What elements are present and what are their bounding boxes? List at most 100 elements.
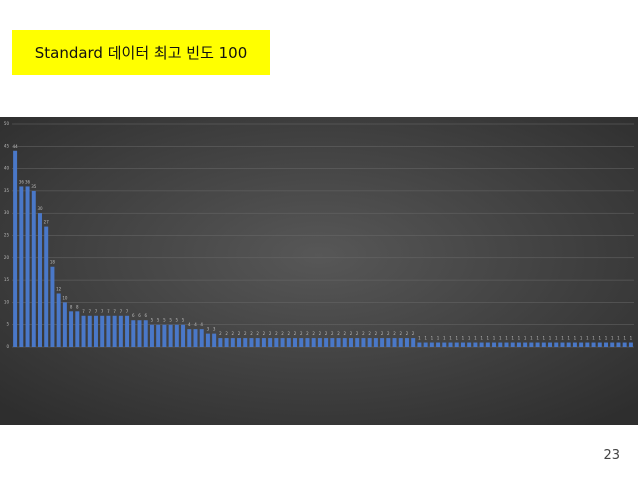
bar xyxy=(604,342,609,347)
data-label: 36 xyxy=(25,179,31,184)
data-label: 2 xyxy=(393,331,396,336)
data-label: 2 xyxy=(343,331,346,336)
data-label: 2 xyxy=(337,331,340,336)
data-label: 7 xyxy=(88,309,91,314)
data-label: 5 xyxy=(163,318,166,323)
bar xyxy=(137,320,142,347)
bar xyxy=(31,190,36,347)
data-label: 2 xyxy=(362,331,365,336)
bar xyxy=(579,342,584,347)
bar xyxy=(324,338,329,347)
data-label: 3 xyxy=(213,327,216,332)
data-label: 2 xyxy=(306,331,309,336)
data-label: 2 xyxy=(244,331,247,336)
bar xyxy=(479,342,484,347)
data-label: 4 xyxy=(200,322,203,327)
data-label: 2 xyxy=(319,331,322,336)
data-label: 1 xyxy=(543,336,546,341)
bar xyxy=(181,324,186,347)
data-label: 1 xyxy=(518,336,521,341)
data-label: 2 xyxy=(225,331,228,336)
bar xyxy=(50,266,55,347)
bar xyxy=(560,342,565,347)
data-label: 1 xyxy=(586,336,589,341)
data-label: 2 xyxy=(406,331,409,336)
bar xyxy=(454,342,459,347)
data-label: 2 xyxy=(375,331,378,336)
data-label: 2 xyxy=(238,331,241,336)
bar xyxy=(162,324,167,347)
data-label: 7 xyxy=(101,309,104,314)
bar xyxy=(467,342,472,347)
data-label: 4 xyxy=(188,322,191,327)
bar xyxy=(286,338,291,347)
data-label: 5 xyxy=(169,318,172,323)
bar xyxy=(168,324,173,347)
y-tick-label: 35 xyxy=(4,188,10,193)
bar xyxy=(19,186,24,347)
data-label: 2 xyxy=(368,331,371,336)
data-label: 2 xyxy=(256,331,259,336)
bar xyxy=(516,342,521,347)
data-label: 2 xyxy=(399,331,402,336)
bar xyxy=(62,302,67,347)
bar xyxy=(492,342,497,347)
data-label: 2 xyxy=(288,331,291,336)
plot-background xyxy=(0,117,638,425)
bar xyxy=(106,315,111,347)
data-label: 2 xyxy=(350,331,353,336)
bar xyxy=(417,342,422,347)
bar xyxy=(93,315,98,347)
bar xyxy=(131,320,136,347)
bar xyxy=(541,342,546,347)
bar xyxy=(622,342,627,347)
data-label: 10 xyxy=(62,295,68,300)
data-label: 35 xyxy=(31,184,37,189)
slide-title: Standard 데이터 최고 빈도 100 xyxy=(12,30,270,75)
bar xyxy=(510,342,515,347)
data-label: 1 xyxy=(574,336,577,341)
data-label: 2 xyxy=(219,331,222,336)
data-label: 1 xyxy=(511,336,514,341)
bar xyxy=(81,315,86,347)
bar xyxy=(436,342,441,347)
bar xyxy=(380,338,385,347)
y-tick-label: 15 xyxy=(4,277,10,282)
data-label: 1 xyxy=(455,336,458,341)
data-label: 4 xyxy=(194,322,197,327)
data-label: 1 xyxy=(418,336,421,341)
y-tick-label: 5 xyxy=(6,322,9,327)
data-label: 1 xyxy=(474,336,477,341)
bar xyxy=(423,342,428,347)
data-label: 1 xyxy=(561,336,564,341)
bar xyxy=(174,324,179,347)
data-label: 1 xyxy=(462,336,465,341)
data-label: 6 xyxy=(132,313,135,318)
data-label: 1 xyxy=(555,336,558,341)
data-label: 36 xyxy=(19,179,25,184)
data-label: 3 xyxy=(207,327,210,332)
data-label: 5 xyxy=(182,318,185,323)
data-label: 1 xyxy=(536,336,539,341)
bar xyxy=(125,315,130,347)
bar xyxy=(386,338,391,347)
bar xyxy=(404,338,409,347)
data-label: 1 xyxy=(437,336,440,341)
bar xyxy=(249,338,254,347)
bar xyxy=(591,342,596,347)
bar xyxy=(529,342,534,347)
bar xyxy=(193,329,198,347)
bar xyxy=(460,342,465,347)
y-tick-label: 50 xyxy=(4,121,10,126)
bar xyxy=(330,338,335,347)
bar xyxy=(112,315,117,347)
bar xyxy=(448,342,453,347)
data-label: 5 xyxy=(157,318,160,323)
bar xyxy=(498,342,503,347)
bar xyxy=(75,311,80,347)
bar xyxy=(367,338,372,347)
data-label: 1 xyxy=(443,336,446,341)
bar xyxy=(361,338,366,347)
data-label: 30 xyxy=(37,206,43,211)
